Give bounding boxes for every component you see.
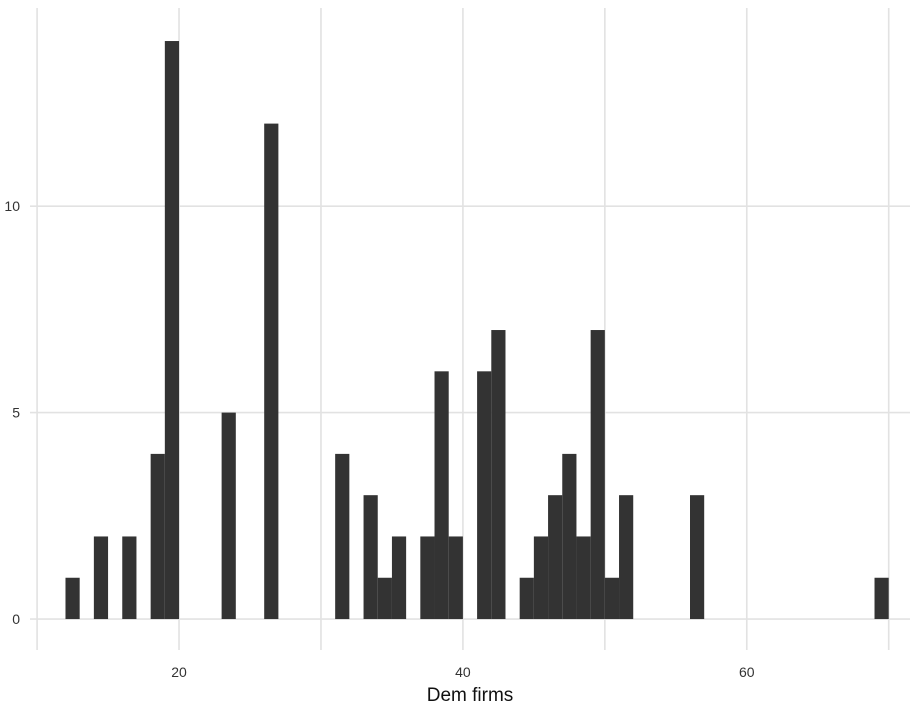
histogram-bar: [619, 495, 634, 620]
histogram-bar: [65, 577, 80, 620]
y-tick-label: 5: [12, 405, 20, 421]
histogram-bar: [420, 536, 435, 620]
histogram-bar: [604, 577, 620, 620]
histogram-bar: [221, 412, 236, 620]
histogram-bar: [434, 371, 449, 620]
histogram-bar: [363, 495, 378, 620]
histogram-bar: [448, 536, 463, 620]
histogram-bar: [519, 577, 534, 620]
x-axis-ticks: 20 40 60: [171, 664, 755, 680]
x-tick-label: 60: [739, 664, 755, 680]
histogram-bar: [548, 495, 563, 620]
y-tick-label: 10: [4, 198, 20, 214]
histogram-bar: [491, 330, 506, 620]
x-tick-label: 20: [171, 664, 187, 680]
histogram-bar: [164, 41, 180, 620]
x-axis-title: Dem firms: [427, 685, 514, 706]
histogram-bar: [122, 536, 137, 620]
histogram-bar: [690, 495, 705, 620]
histogram-bar: [93, 536, 109, 620]
histogram-bar: [335, 453, 350, 620]
histogram-bar: [533, 536, 549, 620]
x-tick-label: 40: [455, 664, 471, 680]
histogram-bar: [874, 577, 889, 620]
histogram-bar: [477, 371, 492, 620]
histogram-bar: [377, 577, 392, 620]
histogram-bar: [590, 330, 605, 620]
histogram-bar: [150, 453, 165, 620]
histogram-bar: [562, 453, 577, 620]
y-axis-ticks: 0 5 10: [4, 198, 20, 627]
histogram-bar: [391, 536, 407, 620]
histogram-bar: [264, 123, 279, 620]
histogram-bar: [576, 536, 591, 620]
y-tick-label: 0: [12, 611, 20, 627]
histogram-bars: [65, 41, 889, 620]
